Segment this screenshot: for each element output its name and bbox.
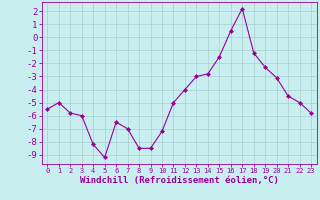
X-axis label: Windchill (Refroidissement éolien,°C): Windchill (Refroidissement éolien,°C) [80, 176, 279, 185]
